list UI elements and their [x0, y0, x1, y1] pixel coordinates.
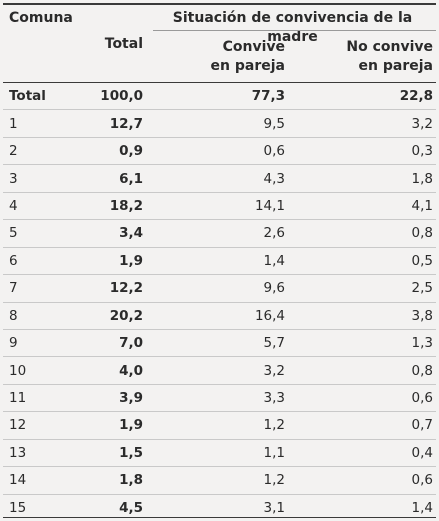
cell-no-convive: 22,8: [287, 83, 436, 111]
table-row: 10 4,0 3,2 0,8: [3, 356, 436, 385]
cell-convive: 16,4: [147, 302, 287, 330]
cell-total: 4,5: [119, 499, 143, 516]
cell-no-convive: 1,3: [287, 329, 436, 358]
cell-no-convive: 3,8: [287, 302, 436, 330]
cell-comuna: 10: [3, 356, 73, 385]
bottom-rule: [3, 517, 436, 518]
cell-total: 18,2: [73, 192, 147, 221]
table-row: 9 7,0 5,7 1,3: [3, 329, 436, 358]
table-row: 6 1,9 1,4 0,5: [3, 247, 436, 276]
header-no-convive-line1: No convive: [346, 39, 433, 55]
cell-no-convive: 0,5: [287, 247, 436, 276]
cell-comuna: 5: [3, 219, 73, 248]
data-table: Comuna Situación de convivencia de la ma…: [3, 0, 436, 521]
cell-comuna: 11: [3, 384, 73, 413]
cell-total: 1,8: [73, 466, 147, 495]
cell-comuna: 2: [3, 137, 73, 166]
cell-total: 4,0: [73, 356, 147, 385]
cell-total: 3,9: [73, 384, 147, 413]
cell-no-convive: 0,6: [287, 384, 436, 413]
cell-convive: 1,2: [147, 411, 287, 440]
cell-total: 0,9: [73, 137, 147, 166]
cell-total: 6,1: [73, 164, 147, 193]
group-rule: [153, 30, 436, 31]
cell-total: 3,4: [73, 219, 147, 248]
cell-convive: 1,1: [147, 439, 287, 468]
cell-no-convive: 0,6: [287, 466, 436, 495]
cell-comuna: 7: [3, 274, 73, 303]
cell-no-convive: 4,1: [287, 192, 436, 221]
cell-total: 12,7: [73, 109, 147, 138]
cell-convive: 2,6: [147, 219, 287, 248]
cell-comuna: 15: [9, 499, 27, 516]
table-row: 8 20,2 16,4 3,8: [3, 302, 436, 330]
table-row: 14 1,8 1,2 0,6: [3, 466, 436, 495]
header-no-convive-line2: en pareja: [358, 58, 433, 74]
table-row: 15 4,5 3,1 1,4: [3, 494, 436, 521]
cell-convive: 3,1: [263, 499, 285, 516]
cell-no-convive: 0,8: [287, 356, 436, 385]
cell-convive: 5,7: [147, 329, 287, 358]
cell-convive: 77,3: [147, 83, 287, 111]
cell-comuna: 12: [3, 411, 73, 440]
cell-comuna: 3: [3, 164, 73, 193]
cell-comuna: 14: [3, 466, 73, 495]
cell-comuna: 9: [3, 329, 73, 358]
header-bottom-rule: [3, 82, 436, 83]
cell-convive: 1,4: [147, 247, 287, 276]
cell-no-convive: 1,8: [287, 164, 436, 193]
cell-comuna: 4: [3, 192, 73, 221]
header-convive-line1: Convive: [222, 39, 285, 55]
cell-convive: 9,5: [147, 109, 287, 138]
header-group-title: Situación de convivencia de la madre: [172, 10, 413, 45]
table-row: 13 1,5 1,1 0,4: [3, 439, 436, 468]
table-body: Total 100,0 77,3 22,8 1 12,7 9,5 3,2 2 0,9 0,6 0,3 3…: [3, 83, 436, 521]
cell-convive: 3,2: [147, 356, 287, 385]
cell-total: 20,2: [73, 302, 147, 330]
top-rule: [3, 3, 436, 5]
cell-convive: 9,6: [147, 274, 287, 303]
table-row: 4 18,2 14,1 4,1: [3, 192, 436, 221]
cell-no-convive: 2,5: [287, 274, 436, 303]
cell-total: 12,2: [73, 274, 147, 303]
cell-total: 1,9: [73, 411, 147, 440]
cell-total: 1,9: [73, 247, 147, 276]
cell-total: 1,5: [73, 439, 147, 468]
header-convive: Convive en pareja: [173, 38, 285, 76]
cell-comuna: 1: [3, 109, 73, 138]
cell-no-convive: 0,7: [287, 411, 436, 440]
cell-no-convive: 1,4: [411, 499, 433, 516]
cell-no-convive: 0,3: [287, 137, 436, 166]
cell-convive: 0,6: [147, 137, 287, 166]
cell-convive: 1,2: [147, 466, 287, 495]
cell-convive: 3,3: [147, 384, 287, 413]
table-row: 2 0,9 0,6 0,3: [3, 137, 436, 166]
table-row: 5 3,4 2,6 0,8: [3, 219, 436, 248]
header-no-convive: No convive en pareja: [303, 38, 433, 76]
cell-no-convive: 0,8: [287, 219, 436, 248]
header-comuna: Comuna: [9, 10, 73, 26]
header-convive-line2: en pareja: [210, 58, 285, 74]
table-row-total: Total 100,0 77,3 22,8: [3, 83, 436, 111]
cell-total: 100,0: [73, 83, 147, 111]
table-row: 1 12,7 9,5 3,2: [3, 109, 436, 138]
table-row: 11 3,9 3,3 0,6: [3, 384, 436, 413]
cell-total: 7,0: [73, 329, 147, 358]
table-row: 12 1,9 1,2 0,7: [3, 411, 436, 440]
cell-convive: 4,3: [147, 164, 287, 193]
cell-no-convive: 0,4: [287, 439, 436, 468]
cell-comuna: 6: [3, 247, 73, 276]
table-row: 3 6,1 4,3 1,8: [3, 164, 436, 193]
table-row: 7 12,2 9,6 2,5: [3, 274, 436, 303]
cell-comuna: 13: [3, 439, 73, 468]
cell-comuna: 8: [3, 302, 73, 330]
cell-convive: 14,1: [147, 192, 287, 221]
cell-comuna: Total: [3, 83, 73, 111]
cell-no-convive: 3,2: [287, 109, 436, 138]
header-total: Total: [104, 36, 143, 52]
